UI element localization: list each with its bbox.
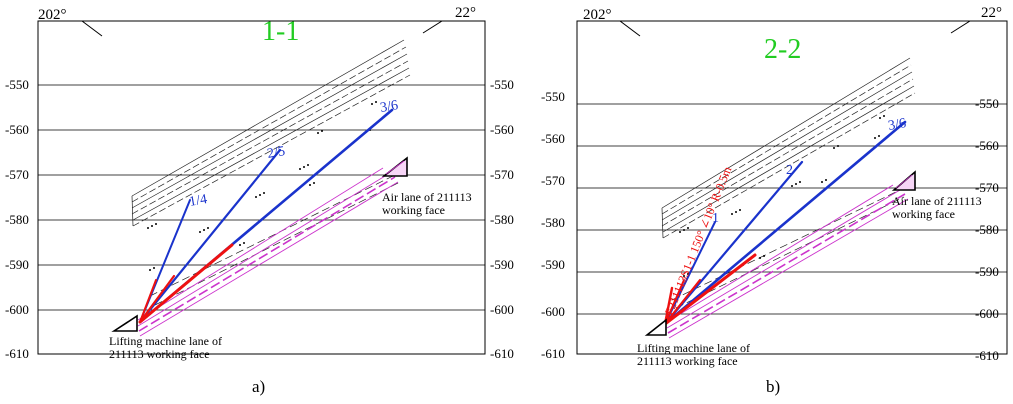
borehole-label-3-6-a: 3/6 [379,98,399,116]
tick-label: -550 [541,89,565,104]
tick-label: -570 [5,167,29,182]
bearing-left-b: 202° [583,7,612,23]
boreholes-a [138,108,394,324]
lift-lane-label-a: Lifting machine lane of 211113 working f… [109,334,225,361]
tick-label: -610 [541,346,565,361]
panel-b: 202° 22° 2-2 -550 -560 -570 -580 -590 -6… [541,5,1008,396]
air-lane-b [891,170,916,191]
panel-a: 202° 22° 1-1 -550 -560 -570 -580 -590 -6… [5,5,514,396]
lift-lane-b [644,318,667,336]
rock-marks-a [147,101,377,271]
air-lane-label-a: Air lane of 211113 working face [382,190,475,217]
right-axis-b: -550 -560 -570 -580 -590 -600 -610 [975,96,999,363]
tick-label: -600 [975,306,999,321]
borehole-label-2-b: 2 [786,163,793,178]
bearing-right-b: 22° [981,5,1002,21]
tick-label: -590 [490,257,514,272]
strata-band-a [131,39,411,227]
borehole-label-3-6-b: 3/6 [887,116,907,134]
subcaption-b: b) [766,377,780,396]
lift-lane-label-b: Lifting machine lane of 211113 working f… [637,341,753,368]
grout-section-3-a [138,243,234,324]
borehole-2-5-a [138,148,282,324]
tick-label: -600 [5,302,29,317]
tick-label: -550 [5,77,29,92]
tick-label: -610 [5,346,29,361]
tick-label: -600 [541,304,565,319]
grout-section-1-b [664,279,685,325]
section-title-b: 2-2 [764,34,801,65]
elevation-grid-b [577,103,1007,315]
subcaption-a: a) [252,377,265,396]
elevation-grid-a [38,84,485,311]
tick-label: -560 [541,131,565,146]
bearing-right-a: 22° [455,5,476,21]
frame-a [37,20,486,355]
strata-band-b [661,57,916,239]
lift-lane-a [111,314,138,332]
tick-label: -610 [490,346,514,361]
boreholes-b [663,120,907,326]
tick-label: -560 [975,138,999,153]
bearing-left-a: 202° [38,7,67,23]
borehole-label-2-5-a: 2/5 [266,144,286,162]
frame-b [576,20,1008,355]
tick-label: -590 [5,257,29,272]
tick-label: -560 [490,122,514,137]
tick-label: -550 [975,96,999,111]
tick-label: -590 [541,257,565,272]
grout-section-2-a [138,274,176,324]
tick-label: -580 [5,212,29,227]
lower-strata-a [149,174,401,306]
grout-section-4-b [663,286,674,326]
tick-label: -580 [975,222,999,237]
right-axis-a: -550 -560 -570 -580 -590 -600 -610 [490,77,514,361]
tick-label: -580 [541,215,565,230]
borehole-label-1-4-a: 1/4 [188,192,208,210]
lower-strata-b [671,189,905,309]
tick-label: -560 [5,122,29,137]
tick-label: -570 [541,173,565,188]
rock-marks-b [679,115,885,277]
grout-section-2-b [663,278,702,326]
tick-label: -570 [490,167,514,182]
borehole-label-1-b: 1 [712,211,719,226]
tick-label: -600 [490,302,514,317]
coal-seam-a [137,167,399,337]
borehole-3-6-b [663,120,907,326]
tick-label: -610 [975,348,999,363]
tick-label: -580 [490,212,514,227]
grout-section-3-b [663,253,757,326]
tick-label: -590 [975,264,999,279]
left-axis-a: -550 -560 -570 -580 -590 -600 -610 [5,77,29,361]
tick-label: -550 [490,77,514,92]
grout-section-1-a [139,279,157,323]
air-lane-label-b: Air lane of 211113 working face [892,194,985,221]
left-axis-b: -550 -560 -570 -580 -590 -600 -610 [541,89,565,361]
air-lane-a [381,156,408,177]
tick-label: -570 [975,180,999,195]
coal-seam-b [666,184,909,339]
